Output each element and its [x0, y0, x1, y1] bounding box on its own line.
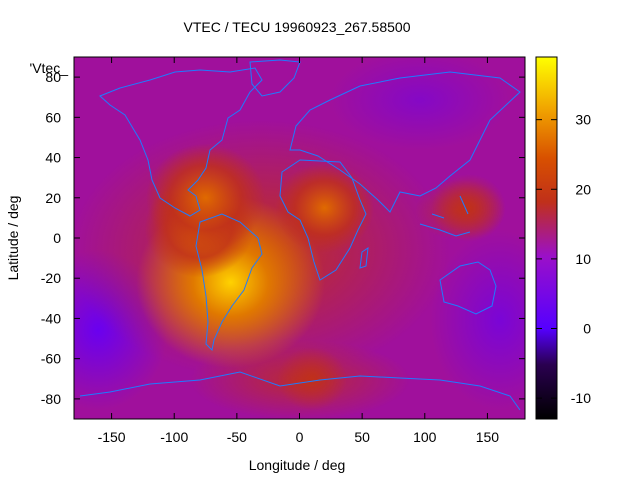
- colorbar-tick-label: 10: [575, 251, 591, 267]
- y-axis-label: Latitude / deg: [5, 196, 21, 281]
- y-tick-label: -40: [41, 310, 61, 326]
- maritime-asia-outline: [419, 195, 471, 237]
- heatmap-area: [74, 57, 525, 419]
- colorbar: [535, 56, 558, 420]
- x-tick-label: 0: [296, 429, 304, 445]
- colorbar-tick-label: 0: [583, 321, 591, 337]
- y-tick-label: 60: [45, 109, 61, 125]
- colorbar-ticks: 30 20 10 0 -10: [536, 112, 591, 406]
- hotspot-equatorial-pacific: [431, 174, 506, 242]
- x-tick-label: 150: [476, 429, 500, 445]
- africa-outline: [279, 159, 367, 281]
- y-tick-label: 40: [45, 150, 61, 166]
- y-tick-label: -80: [41, 391, 61, 407]
- y-tick-label: -60: [41, 351, 61, 367]
- coastlines: [79, 59, 521, 411]
- x-axis: -150 -100 -50 0 50 100 150: [98, 57, 500, 445]
- hotspot-caribbean: [145, 143, 266, 252]
- x-tick-label: 50: [354, 429, 370, 445]
- x-tick-label: 100: [413, 429, 437, 445]
- hotspot-africa: [274, 162, 375, 253]
- colorbar-tick-label: -10: [571, 390, 591, 406]
- colorbar-tick-label: 30: [575, 112, 591, 128]
- north-america-outline: [99, 67, 263, 217]
- greenland-outline: [249, 59, 301, 97]
- australia-outline: [439, 261, 497, 315]
- chart-title: VTEC / TECU 19960923_267.58500: [183, 19, 410, 35]
- y-tick-label: 80: [45, 69, 61, 85]
- low-tec-region-east: [430, 230, 525, 410]
- south-america-outline: [195, 213, 263, 352]
- key-label: 'Vtec_: [30, 60, 69, 76]
- hotspot-layer: [136, 143, 506, 411]
- x-axis-label: Longitude / deg: [249, 457, 346, 473]
- x-tick-label: -150: [98, 429, 126, 445]
- antarctica-outline: [79, 371, 521, 411]
- y-tick-label: -20: [41, 270, 61, 286]
- y-tick-label: 20: [45, 190, 61, 206]
- x-tick-label: -100: [160, 429, 188, 445]
- colorbar-tick-label: 20: [575, 181, 591, 197]
- x-tick-label: -50: [227, 429, 247, 445]
- low-tec-region-north: [330, 57, 510, 150]
- y-axis: 80 60 40 20 0 -20 -40 -60 -80: [41, 69, 525, 407]
- madagascar-outline: [359, 246, 369, 269]
- hotspot-southern-atlantic: [277, 347, 347, 411]
- eurasia-outline: [289, 71, 521, 213]
- y-tick-label: 0: [53, 230, 61, 246]
